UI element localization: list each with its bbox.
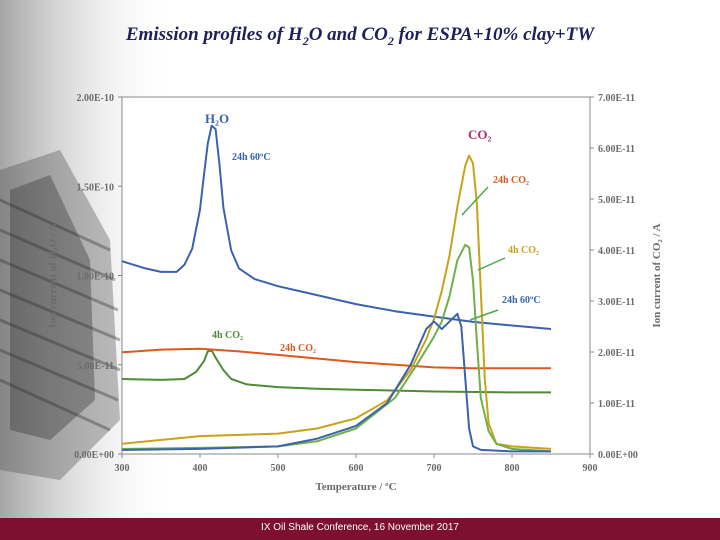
y-left-tick-label: 5.00E-11	[77, 361, 114, 372]
annotation-label: 24h CO₂	[280, 343, 316, 354]
title-sub-1: 2	[302, 33, 309, 48]
y-right-tick-label: 2.00E-11	[598, 348, 635, 359]
annotation-label: 4h CO₂	[508, 245, 539, 256]
title-sub-2: 2	[387, 33, 394, 48]
annotation-label: 24h 60ºC	[502, 295, 541, 306]
annotation-label: 4h CO₂	[212, 330, 243, 341]
y-right-tick-label: 1.00E-11	[598, 399, 635, 410]
y-left-tick-label: 1.50E-10	[77, 182, 115, 193]
y-left-tick-label: 2.00E-10	[77, 93, 115, 104]
y-right-tick-label: 5.00E-11	[598, 195, 635, 206]
series-line-h2o_24h60	[121, 124, 552, 330]
x-axis-label: Temperature / ºC	[315, 481, 396, 493]
y-left-tick-label: 0.00E+00	[74, 450, 114, 461]
series-line-co2_24h60	[121, 312, 551, 453]
y-right-axis-label: Ion current of CO₂ / A	[651, 223, 663, 327]
title-part-3: for ESPA+10% clay+TW	[393, 24, 595, 45]
x-tick-label: 300	[115, 463, 130, 474]
y-right-tick-label: 6.00E-11	[598, 144, 635, 155]
title-part-2: O and CO	[308, 24, 388, 45]
y-right-tick-label: 4.00E-11	[598, 246, 635, 257]
footer-text: IX Oil Shale Conference, 16 November 201…	[261, 522, 459, 533]
footer-bar: IX Oil Shale Conference, 16 November 201…	[0, 518, 720, 540]
annotation-arrow	[469, 309, 499, 321]
series-line-co2_4h	[121, 243, 552, 453]
series-line-co2_24h	[121, 154, 552, 450]
x-tick-label: 500	[271, 463, 286, 474]
y-right-tick-label: 3.00E-11	[598, 297, 635, 308]
y-left-tick-label: 1.00E-10	[77, 272, 115, 283]
annotation-arrow	[461, 186, 489, 216]
y-right-tick-label: 0.00E+00	[598, 450, 638, 461]
plot-area	[121, 96, 591, 455]
x-tick-label: 600	[349, 463, 364, 474]
y-right-tick-label: 7.00E-11	[598, 93, 635, 104]
title-part-1: Emission profiles of H	[125, 24, 303, 45]
slide-title: Emission profiles of H2O and CO2 for ESP…	[0, 24, 720, 49]
annotation-arrow	[477, 257, 506, 271]
x-tick-label: 900	[583, 463, 598, 474]
group-label-h2o: H₂O	[205, 111, 229, 126]
series-line-h2o_4h	[121, 349, 551, 394]
x-tick-label: 700	[427, 463, 442, 474]
y-left-axis-label: Ion current of H₂O / A	[47, 223, 59, 328]
x-tick-label: 400	[193, 463, 208, 474]
x-tick-label: 800	[505, 463, 520, 474]
group-label-co2: CO₂	[468, 127, 492, 142]
annotation-label: 24h 60ºC	[232, 152, 271, 163]
annotation-label: 24h CO₂	[493, 175, 529, 186]
